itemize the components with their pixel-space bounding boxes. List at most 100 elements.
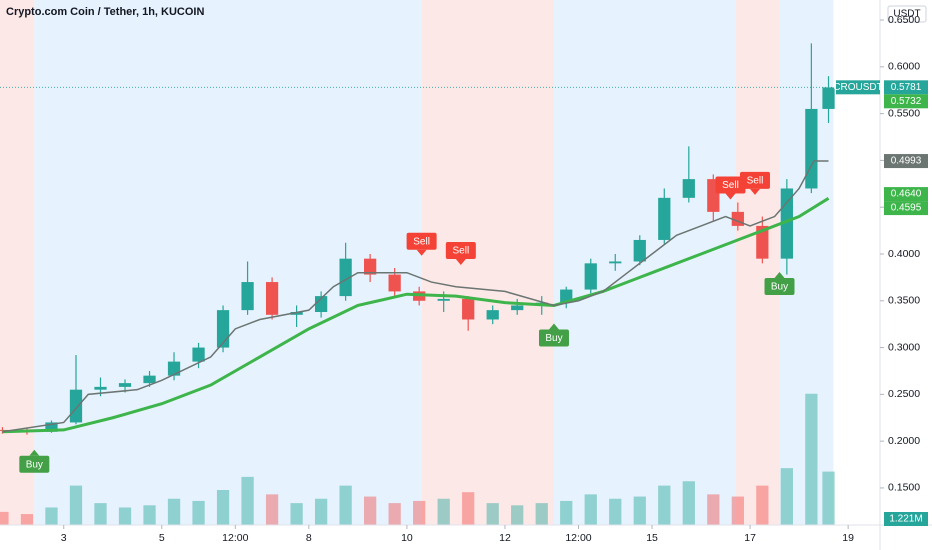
signal-pointer — [455, 259, 466, 266]
x-tick-label: 17 — [744, 532, 756, 544]
volume-bar — [94, 503, 107, 525]
x-tick-label: 19 — [842, 532, 854, 544]
volume-bar — [314, 498, 328, 525]
y-tick-label: 0.1500 — [888, 482, 920, 494]
signal-label: Buy — [771, 282, 788, 293]
volume-bar — [143, 505, 156, 525]
volume-bar — [339, 485, 352, 525]
volume-bar — [216, 490, 230, 525]
candle-body — [388, 274, 401, 292]
candle-body — [364, 258, 377, 275]
volume-bar — [290, 503, 303, 525]
volume-bar — [69, 485, 83, 525]
candle-body — [658, 197, 671, 240]
price-box — [884, 80, 928, 95]
volume-bar — [584, 494, 597, 525]
price-label: 0.5732 — [891, 96, 922, 107]
candle-body — [486, 310, 499, 320]
x-tick-label: 12:00 — [565, 532, 591, 544]
signal-box — [538, 329, 569, 347]
volume-bar — [0, 511, 9, 525]
volume-bar — [192, 500, 205, 525]
symbol-box — [836, 80, 880, 95]
background-band — [553, 0, 736, 525]
volume-bar — [437, 498, 450, 525]
x-tick-label: 12 — [499, 532, 511, 544]
x-tick-label: 10 — [401, 532, 413, 544]
signal-pointer — [749, 188, 760, 195]
y-tick-label: 0.3000 — [888, 341, 920, 353]
volume-bar — [535, 503, 548, 525]
volume-bar — [560, 500, 573, 525]
signal-box — [764, 277, 795, 295]
indicator-line — [2, 160, 829, 433]
signal-label: Sell — [413, 236, 430, 247]
price-box — [884, 187, 928, 202]
volume-bar — [486, 503, 499, 525]
signal-box — [739, 171, 770, 189]
signal-pointer — [548, 323, 559, 330]
volume-bar — [45, 507, 58, 525]
signal-label: Sell — [747, 176, 764, 187]
x-tick-label: 12:00 — [222, 532, 248, 544]
signal-box — [445, 242, 476, 260]
signal-box — [715, 176, 746, 194]
candle-body — [45, 422, 58, 432]
volume-bar — [805, 393, 818, 525]
volume-bar — [731, 496, 744, 525]
y-tick-label: 0.4000 — [888, 248, 920, 260]
volume-bar — [707, 494, 720, 525]
signal-box — [406, 232, 437, 250]
volume-bar — [462, 492, 475, 525]
signal-pointer — [725, 193, 736, 200]
price-label: 0.4640 — [891, 189, 922, 200]
price-label: 0.4595 — [891, 203, 922, 214]
price-label: 0.5781 — [891, 82, 922, 93]
candle-body — [265, 282, 279, 315]
volume-bar — [167, 498, 181, 525]
candle-body — [822, 87, 835, 109]
candle-body — [241, 282, 254, 311]
plot: Buy Sell Sell Buy Sell Sell Buy — [0, 43, 835, 525]
indicator-line — [2, 197, 830, 434]
background-band — [735, 0, 780, 525]
y-tick-label: 0.2500 — [888, 388, 920, 400]
background-band — [34, 0, 422, 525]
volume-bar — [756, 485, 769, 525]
unit-label: USDT — [893, 9, 920, 20]
volume-bar — [364, 496, 377, 525]
candle-body — [314, 296, 328, 313]
candle-body — [756, 225, 769, 259]
signal-pointer — [416, 249, 427, 256]
signal-label: Sell — [452, 246, 469, 257]
background-band — [421, 0, 554, 525]
candle-body — [511, 305, 524, 311]
signal-label: Buy — [26, 459, 43, 470]
volume-label: 1.221M — [889, 514, 922, 525]
price-box — [884, 201, 928, 216]
candle-body — [339, 258, 352, 297]
volume-bar — [241, 476, 254, 525]
volume-bar — [265, 494, 279, 525]
signal-label: Buy — [545, 333, 562, 344]
volume-bar — [633, 496, 646, 525]
candle-body — [437, 298, 450, 301]
backgrounds — [0, 0, 834, 525]
background-band — [0, 0, 35, 525]
chart-title: Crypto.com Coin / Tether, 1h, KUCOIN — [6, 6, 204, 18]
candle-body — [560, 289, 573, 303]
volume-box — [884, 512, 928, 526]
candle-body — [143, 375, 156, 384]
candle-body — [167, 361, 181, 376]
price-box — [884, 94, 928, 109]
price-label: 0.4993 — [891, 156, 922, 167]
volume-bar — [780, 468, 793, 525]
unit-box — [887, 5, 927, 23]
y-tick-label: 0.3500 — [888, 295, 920, 307]
signal-box — [19, 455, 50, 473]
candle-body — [805, 108, 818, 189]
volume-bar — [388, 503, 401, 525]
candle-body — [118, 383, 132, 387]
candle-body — [69, 389, 83, 423]
